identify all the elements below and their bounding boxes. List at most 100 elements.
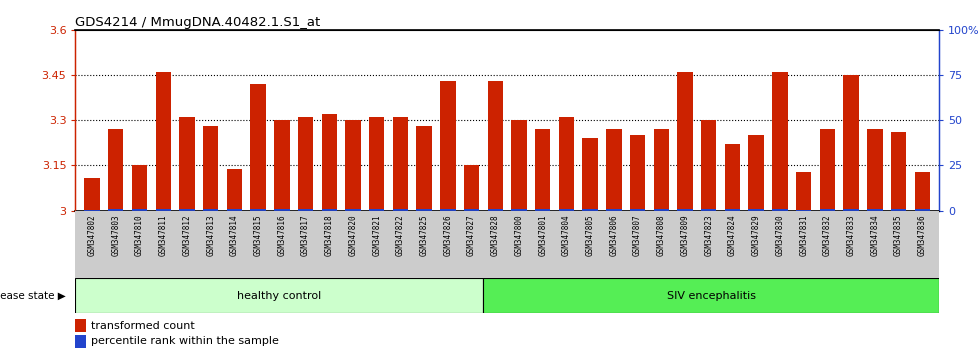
Bar <box>582 209 598 211</box>
Bar <box>274 209 289 211</box>
Text: GSM347816: GSM347816 <box>277 214 286 256</box>
Bar <box>226 209 242 211</box>
Bar <box>512 209 526 211</box>
Text: GSM347804: GSM347804 <box>562 214 571 256</box>
Bar <box>298 117 314 211</box>
Bar <box>203 126 219 211</box>
Bar <box>607 209 621 211</box>
Bar <box>654 209 669 211</box>
Text: GSM347810: GSM347810 <box>135 214 144 256</box>
Bar <box>156 72 171 211</box>
Bar <box>250 209 266 211</box>
Text: GSM347823: GSM347823 <box>705 214 713 256</box>
Text: percentile rank within the sample: percentile rank within the sample <box>91 336 279 346</box>
Bar <box>559 209 574 211</box>
Bar <box>844 75 858 211</box>
Bar <box>108 130 123 211</box>
Bar <box>393 209 408 211</box>
Bar <box>156 209 171 211</box>
Text: GSM347809: GSM347809 <box>680 214 690 256</box>
Bar <box>84 178 100 211</box>
Bar <box>582 138 598 211</box>
Text: GSM347813: GSM347813 <box>206 214 216 256</box>
Bar <box>75 278 483 313</box>
Text: GSM347828: GSM347828 <box>491 214 500 256</box>
Bar <box>677 209 693 211</box>
Bar <box>321 209 337 211</box>
Text: GSM347807: GSM347807 <box>633 214 642 256</box>
Bar <box>483 278 939 313</box>
Text: GSM347821: GSM347821 <box>372 214 381 256</box>
Bar <box>369 209 384 211</box>
Bar <box>749 209 764 211</box>
Bar <box>179 209 195 211</box>
Bar <box>203 209 219 211</box>
Bar <box>75 335 86 348</box>
Bar <box>226 169 242 211</box>
Text: GSM347825: GSM347825 <box>419 214 428 256</box>
Text: GSM347801: GSM347801 <box>538 214 547 256</box>
Text: GSM347833: GSM347833 <box>847 214 856 256</box>
Text: GSM347827: GSM347827 <box>467 214 476 256</box>
Bar <box>607 130 621 211</box>
Text: GSM347826: GSM347826 <box>443 214 453 256</box>
Bar <box>914 172 930 211</box>
Text: GSM347800: GSM347800 <box>514 214 523 256</box>
Bar <box>131 166 147 211</box>
Bar <box>84 210 100 211</box>
Bar <box>108 209 123 211</box>
Bar <box>819 130 835 211</box>
Text: GSM347831: GSM347831 <box>799 214 808 256</box>
Bar <box>179 117 195 211</box>
Bar <box>464 166 479 211</box>
Bar <box>369 117 384 211</box>
Text: GDS4214 / MmugDNA.40482.1.S1_at: GDS4214 / MmugDNA.40482.1.S1_at <box>75 16 320 29</box>
Bar <box>725 209 740 211</box>
Text: transformed count: transformed count <box>91 321 195 331</box>
Text: GSM347820: GSM347820 <box>349 214 358 256</box>
Text: GSM347803: GSM347803 <box>112 214 121 256</box>
Text: GSM347832: GSM347832 <box>823 214 832 256</box>
Bar <box>274 120 289 211</box>
Bar <box>131 209 147 211</box>
Bar <box>749 135 764 211</box>
Text: GSM347835: GSM347835 <box>894 214 903 256</box>
Bar <box>535 130 551 211</box>
Bar <box>772 72 788 211</box>
Text: healthy control: healthy control <box>237 291 321 301</box>
Bar <box>535 209 551 211</box>
Bar <box>440 209 456 211</box>
Text: GSM347815: GSM347815 <box>254 214 263 256</box>
Text: GSM347812: GSM347812 <box>182 214 191 256</box>
Bar <box>844 209 858 211</box>
Bar <box>891 209 907 211</box>
Bar <box>891 132 907 211</box>
Bar <box>440 81 456 211</box>
Text: GSM347817: GSM347817 <box>301 214 310 256</box>
Bar <box>677 72 693 211</box>
Bar <box>416 126 432 211</box>
Bar <box>416 209 432 211</box>
Bar <box>512 120 526 211</box>
Bar <box>488 209 503 211</box>
Text: GSM347830: GSM347830 <box>775 214 784 256</box>
Text: GSM347834: GSM347834 <box>870 214 879 256</box>
Text: GSM347824: GSM347824 <box>728 214 737 256</box>
Text: SIV encephalitis: SIV encephalitis <box>666 291 756 301</box>
Text: GSM347818: GSM347818 <box>324 214 334 256</box>
Text: GSM347836: GSM347836 <box>917 214 927 256</box>
Bar <box>321 114 337 211</box>
Text: GSM347802: GSM347802 <box>87 214 97 256</box>
Bar <box>796 210 811 211</box>
Text: GSM347829: GSM347829 <box>752 214 760 256</box>
Bar <box>867 209 883 211</box>
Bar <box>298 209 314 211</box>
Bar <box>464 209 479 211</box>
Bar <box>75 319 86 332</box>
Bar <box>630 209 645 211</box>
Bar <box>345 120 361 211</box>
Bar <box>654 130 669 211</box>
Bar <box>701 209 716 211</box>
Bar <box>488 81 503 211</box>
Bar <box>914 209 930 211</box>
